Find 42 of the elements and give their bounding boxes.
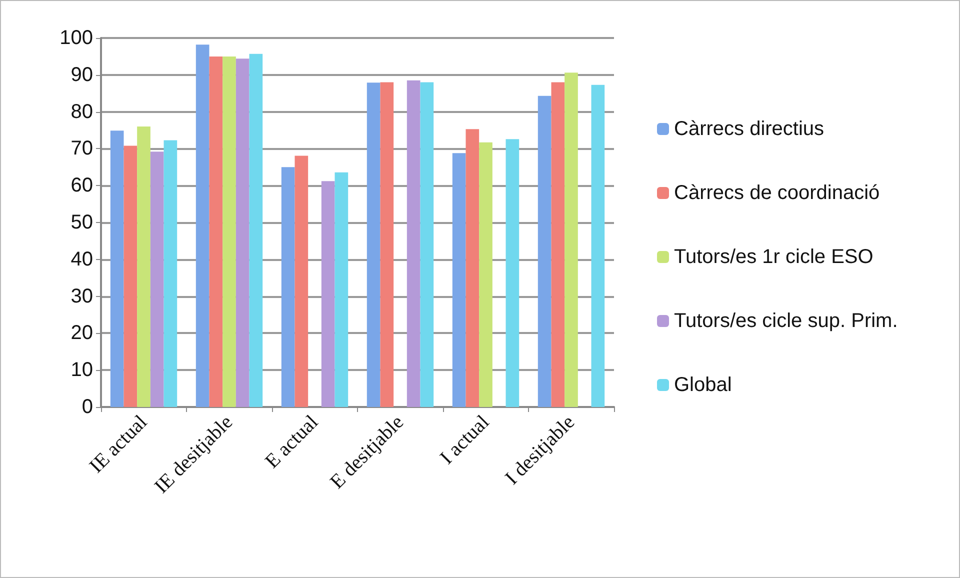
y-tick-label: 90	[70, 64, 93, 86]
y-tick-label: 70	[70, 138, 93, 160]
legend-label: Tutors/es cicle sup. Prim.	[674, 310, 898, 332]
bar	[281, 167, 295, 407]
bar	[110, 130, 124, 407]
bar	[479, 142, 492, 407]
bar	[380, 82, 394, 407]
bar	[196, 44, 210, 407]
bar	[164, 140, 178, 407]
legend-label: Càrrecs directius	[674, 118, 824, 140]
legend-label: Global	[674, 374, 732, 396]
bar	[466, 129, 480, 407]
bar	[366, 82, 380, 407]
y-tick-label: 0	[82, 396, 93, 418]
bar	[137, 126, 150, 407]
bar	[321, 181, 335, 407]
bar	[420, 82, 434, 407]
bar	[124, 146, 138, 407]
bar	[406, 80, 420, 407]
y-tick-label: 50	[70, 212, 93, 234]
bar	[564, 72, 578, 407]
bar	[249, 54, 263, 407]
legend-label: Càrrecs de coordinació	[674, 182, 880, 204]
y-tick-label: 80	[70, 100, 93, 123]
y-tick-label: 30	[70, 285, 93, 308]
bar	[538, 96, 552, 407]
bar	[150, 152, 164, 407]
bar	[452, 153, 466, 407]
bar	[236, 58, 250, 407]
bar	[209, 56, 223, 407]
y-tick-label: 40	[70, 248, 93, 270]
y-tick-label: 10	[70, 359, 93, 382]
bar	[551, 82, 565, 407]
bar	[222, 56, 236, 407]
bar	[334, 172, 348, 407]
bar	[294, 156, 308, 407]
y-tick-label: 60	[70, 174, 93, 197]
y-tick-label: 100	[60, 27, 93, 49]
legend-label: Tutors/es 1r cicle ESO	[674, 246, 874, 268]
y-tick-label: 20	[70, 322, 93, 344]
bar	[591, 84, 605, 407]
bar	[506, 139, 520, 407]
